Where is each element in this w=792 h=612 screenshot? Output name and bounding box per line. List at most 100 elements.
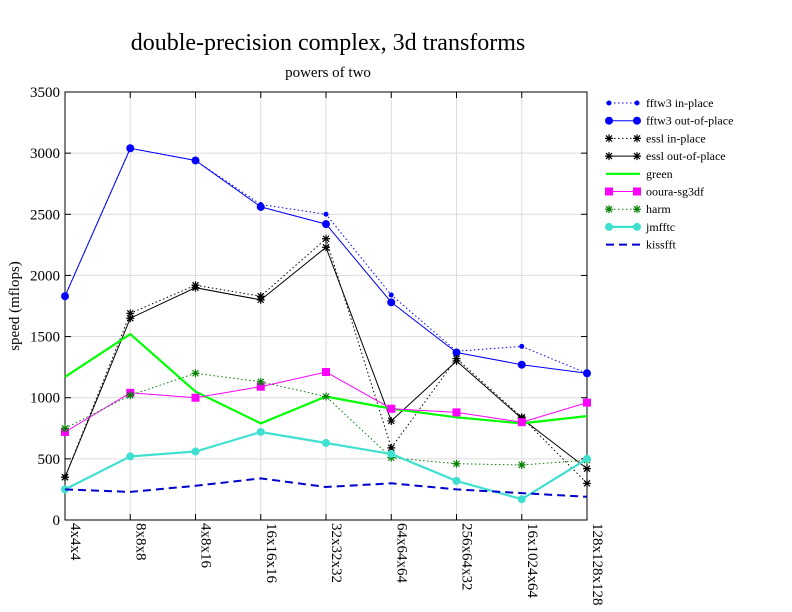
x-tick-label: 128x128x128 bbox=[589, 523, 605, 606]
data-point bbox=[519, 343, 525, 349]
data-point bbox=[191, 369, 200, 378]
data-point bbox=[452, 476, 461, 485]
data-point bbox=[322, 220, 330, 229]
data-point bbox=[517, 360, 526, 369]
legend-label: harm bbox=[646, 202, 671, 216]
legend-marker bbox=[633, 222, 641, 231]
data-point bbox=[126, 309, 135, 318]
data-point bbox=[256, 427, 265, 436]
data-point bbox=[61, 292, 69, 301]
data-point bbox=[517, 418, 526, 427]
y-axis-ticks: 0 500 1000 1500 2000 2500 3000 3500 bbox=[30, 85, 587, 529]
series-8 bbox=[64, 477, 588, 498]
data-point bbox=[387, 404, 396, 413]
data-point bbox=[256, 202, 265, 211]
data-point bbox=[322, 243, 330, 252]
data-point bbox=[452, 408, 461, 417]
data-point bbox=[387, 443, 396, 452]
legend-marker bbox=[633, 134, 641, 143]
data-point bbox=[452, 357, 461, 366]
data-point bbox=[322, 234, 330, 243]
legend: fftw3 in-place fftw3 out-of-place essl in-… bbox=[605, 96, 733, 252]
data-point bbox=[126, 391, 135, 400]
x-tick-label: 4x8x16 bbox=[198, 523, 214, 569]
legend-item: ooura-sg3df bbox=[605, 185, 704, 199]
data-point bbox=[452, 459, 461, 468]
legend-item: green bbox=[606, 167, 673, 181]
data-point bbox=[126, 144, 135, 153]
data-point bbox=[191, 283, 200, 292]
y-tick-label: 2000 bbox=[30, 268, 60, 284]
legend-label: essl in-place bbox=[646, 131, 706, 145]
legend-label: green bbox=[646, 167, 673, 181]
legend-item: kissfft bbox=[606, 238, 676, 252]
chart-title: double-precision complex, 3d transforms bbox=[131, 30, 526, 56]
legend-marker bbox=[605, 187, 613, 196]
legend-marker bbox=[606, 100, 612, 106]
legend-marker bbox=[605, 134, 613, 143]
x-tick-label: 8x8x8 bbox=[132, 523, 148, 561]
data-point bbox=[583, 369, 591, 378]
legend-marker bbox=[605, 116, 613, 125]
legend-marker bbox=[605, 222, 613, 231]
legend-item: essl in-place bbox=[605, 131, 706, 145]
legend-label: essl out-of-place bbox=[646, 149, 726, 163]
data-point bbox=[387, 416, 396, 425]
legend-marker bbox=[633, 116, 641, 125]
legend-label: fftw3 out-of-place bbox=[646, 114, 733, 128]
series-line bbox=[64, 477, 588, 498]
y-tick-label: 0 bbox=[53, 513, 61, 529]
series-1 bbox=[61, 144, 591, 378]
x-tick-label: 4x4x4 bbox=[67, 523, 83, 561]
data-point bbox=[323, 211, 329, 217]
data-point bbox=[387, 298, 396, 307]
legend-marker bbox=[633, 152, 641, 161]
legend-marker bbox=[633, 187, 641, 196]
data-point bbox=[583, 464, 591, 473]
legend-item: fftw3 in-place bbox=[606, 96, 713, 110]
y-tick-label: 2500 bbox=[30, 207, 60, 223]
legend-item: harm bbox=[605, 202, 671, 216]
data-point bbox=[61, 473, 69, 482]
series-7 bbox=[61, 427, 591, 504]
y-tick-label: 500 bbox=[38, 452, 61, 468]
series-line bbox=[64, 372, 588, 466]
data-point bbox=[583, 454, 591, 463]
legend-label: jmfftc bbox=[645, 220, 675, 234]
legend-label: kissfft bbox=[646, 238, 676, 252]
data-point bbox=[322, 438, 330, 447]
data-point bbox=[256, 295, 265, 304]
data-point bbox=[191, 447, 200, 456]
chart-subtitle: powers of two bbox=[285, 65, 371, 81]
data-point bbox=[191, 156, 200, 165]
x-tick-label: 256x64x32 bbox=[459, 523, 475, 591]
data-point bbox=[126, 452, 135, 461]
data-point bbox=[583, 398, 591, 407]
legend-label: ooura-sg3df bbox=[646, 185, 704, 199]
legend-item: essl out-of-place bbox=[605, 149, 726, 163]
x-tick-label: 64x64x64 bbox=[393, 523, 409, 584]
data-point bbox=[256, 377, 265, 386]
x-tick-label: 16x16x16 bbox=[263, 523, 279, 584]
y-tick-label: 3000 bbox=[30, 146, 60, 162]
series-lines bbox=[61, 144, 591, 504]
legend-label: fftw3 in-place bbox=[646, 96, 713, 110]
y-axis-label: speed (mflops) bbox=[7, 261, 23, 351]
legend-marker bbox=[633, 205, 641, 214]
data-point bbox=[191, 393, 200, 402]
data-point bbox=[388, 292, 394, 298]
legend-marker bbox=[634, 100, 640, 106]
data-point bbox=[61, 424, 69, 433]
data-point bbox=[583, 479, 591, 488]
data-point bbox=[322, 368, 330, 377]
data-point bbox=[256, 382, 265, 391]
legend-marker bbox=[605, 152, 613, 161]
legend-item: jmfftc bbox=[605, 220, 675, 234]
x-axis-ticks: 4x4x4 8x8x8 4x8x16 16x16x16 32x32x32 64x64x64… bbox=[64, 92, 605, 606]
x-tick-label: 32x32x32 bbox=[328, 523, 344, 583]
x-tick-label: 16x1024x64 bbox=[524, 523, 540, 599]
data-point bbox=[517, 495, 526, 504]
data-point bbox=[322, 392, 330, 401]
data-point bbox=[126, 314, 135, 323]
